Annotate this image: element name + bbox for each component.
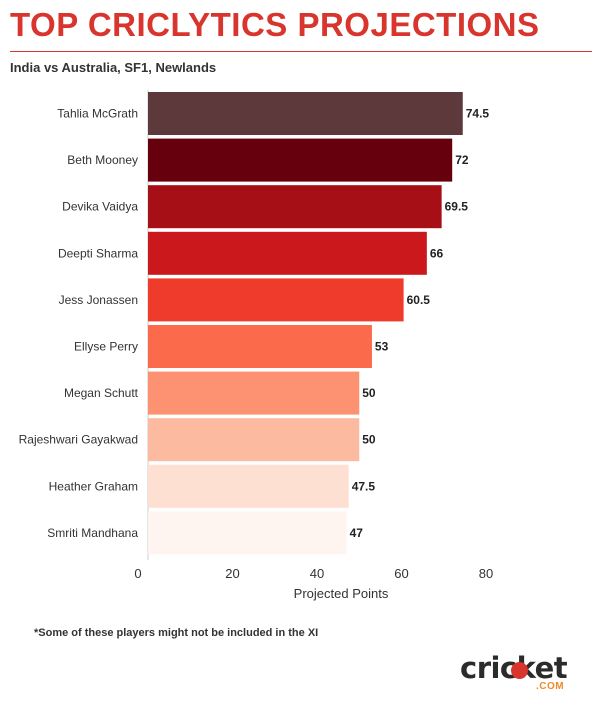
x-tick-label: 80 (479, 566, 493, 581)
bar (148, 278, 404, 322)
bar (148, 92, 463, 135)
bar-chart: Tahlia McGrath 74.5 Beth Mooney 72 Devika Va… (19, 90, 493, 601)
category-label: Smriti Mandhana (47, 526, 138, 540)
category-label: Heather Graham (49, 479, 138, 493)
x-tick-label: 60 (394, 566, 408, 581)
chart-title: TOP CRICLYTICS PROJECTIONS (10, 6, 540, 43)
value-label: 50 (362, 433, 376, 447)
chart-subtitle: India vs Australia, SF1, Newlands (10, 60, 217, 75)
bar (148, 185, 442, 229)
value-label: 47.5 (352, 479, 376, 493)
value-label: 72 (455, 153, 469, 167)
value-label: 53 (375, 340, 389, 354)
value-label: 60.5 (407, 293, 431, 307)
category-label: Jess Jonassen (59, 293, 138, 307)
bar (148, 418, 360, 462)
x-tick-label: 0 (134, 566, 141, 581)
value-label: 66 (430, 246, 444, 260)
bar (148, 231, 427, 275)
cricket-com-logo: cricket .COM (460, 651, 572, 695)
category-label: Tahlia McGrath (57, 107, 138, 121)
bar (148, 138, 453, 182)
x-tick-label: 20 (225, 566, 239, 581)
category-label: Deepti Sharma (58, 246, 138, 260)
x-axis-title: Projected Points (294, 586, 389, 601)
category-label: Beth Mooney (67, 153, 138, 167)
logo-domain: .COM (536, 681, 565, 692)
value-label: 50 (362, 386, 376, 400)
title-underline (10, 51, 592, 52)
bar (148, 325, 372, 368)
bar (148, 511, 347, 555)
bar (148, 464, 349, 508)
value-label: 69.5 (445, 200, 469, 214)
category-label: Ellyse Perry (74, 340, 138, 354)
value-label: 47 (350, 526, 364, 540)
category-label: Rajeshwari Gayakwad (19, 433, 138, 447)
value-label: 74.5 (466, 107, 490, 121)
footnote: *Some of these players might not be incl… (34, 627, 319, 639)
category-label: Devika Vaidya (62, 200, 138, 214)
bar (148, 371, 360, 415)
category-label: Megan Schutt (64, 386, 139, 400)
x-tick-label: 40 (310, 566, 324, 581)
cricket-ball-icon (511, 662, 528, 679)
